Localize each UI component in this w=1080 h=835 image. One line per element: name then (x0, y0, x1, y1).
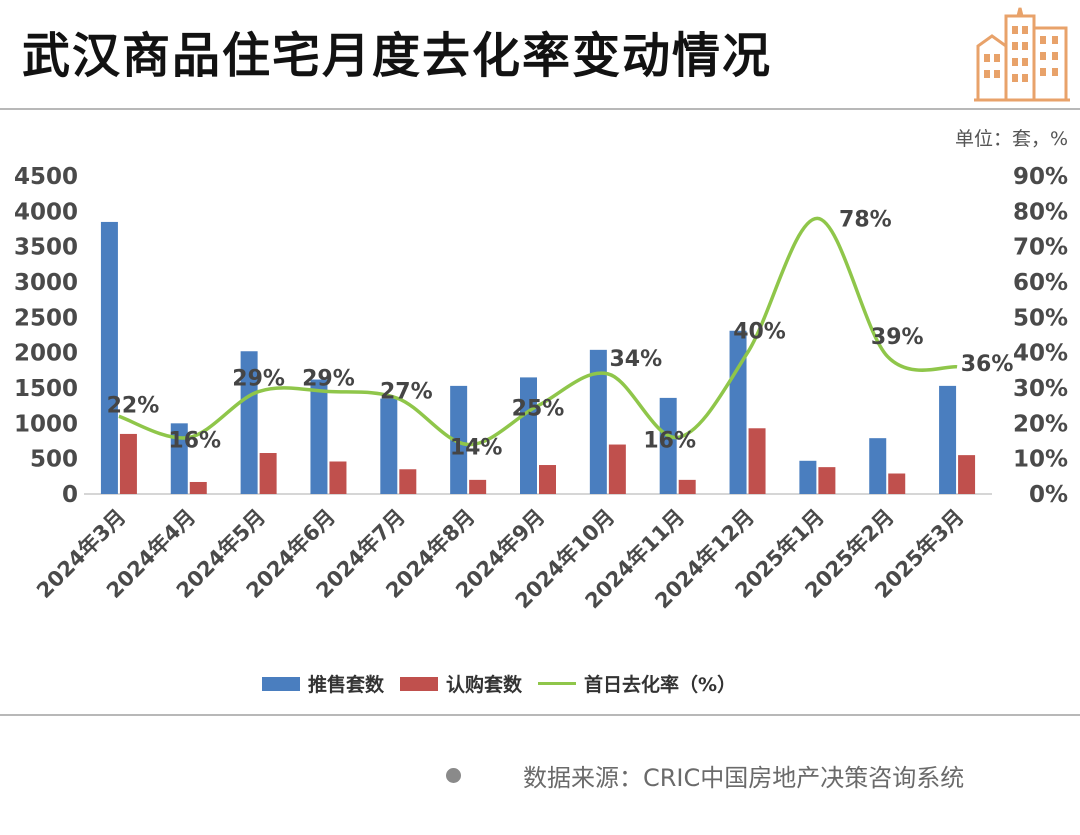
bar-launched (380, 398, 398, 494)
rate-data-label: 29% (232, 367, 285, 392)
bar-subscribed (329, 461, 347, 494)
y-left-tick-label: 3500 (14, 235, 78, 261)
rate-data-label: 29% (302, 367, 355, 392)
bar-subscribed (818, 467, 836, 494)
source-text: 数据来源：CRIC中国房地产决策咨询系统 (523, 764, 965, 792)
y-right-tick-label: 0% (1029, 482, 1068, 508)
bar-launched (170, 423, 188, 494)
y-right-tick-label: 10% (1013, 447, 1068, 473)
rate-data-label: 78% (839, 207, 892, 232)
y-right-tick-label: 20% (1013, 411, 1068, 437)
bar-launched (100, 221, 118, 494)
bar-subscribed (958, 455, 976, 494)
bar-launched (450, 385, 468, 494)
y-left-tick-label: 4500 (14, 164, 78, 190)
unit-label: 单位：套，% (954, 128, 1068, 150)
chart-legend: 推售套数 认购套数 首日去化率（%） (262, 670, 752, 697)
bar-subscribed (119, 433, 137, 494)
rate-data-label: 16% (168, 428, 221, 453)
bar-launched (939, 385, 957, 494)
rate-line (118, 216, 958, 447)
rate-data-label: 14% (450, 436, 503, 461)
bar-subscribed (399, 469, 417, 494)
bar-subscribed (259, 453, 277, 494)
legend-swatch-subscribed (400, 676, 439, 691)
y-left-tick-label: 500 (30, 447, 78, 473)
bar-subscribed (678, 479, 696, 494)
footer-divider (0, 714, 1080, 716)
y-right-tick-label: 90% (1013, 164, 1068, 190)
bar-subscribed (888, 473, 906, 494)
y-left-tick-label: 0 (62, 482, 78, 508)
bar-launched (310, 379, 328, 494)
rate-data-label: 22% (107, 393, 160, 418)
bar-subscribed (608, 444, 626, 494)
legend-swatch-rate (538, 682, 577, 685)
y-left-tick-label: 2500 (14, 305, 78, 331)
bar-subscribed (539, 465, 556, 494)
bar-launched (869, 438, 887, 494)
bar-launched (659, 397, 677, 494)
y-right-tick-label: 50% (1013, 305, 1068, 331)
y-left-tick-label: 2000 (14, 341, 78, 367)
bar-launched (240, 351, 258, 494)
y-left-tick-label: 3000 (14, 270, 78, 296)
legend-item-launched: 推售套数 (262, 670, 384, 697)
rate-data-label: 16% (643, 428, 696, 453)
rate-data-label: 39% (871, 325, 924, 350)
y-right-tick-label: 30% (1013, 376, 1068, 402)
y-left-tick-label: 1500 (14, 376, 78, 402)
bar-subscribed (748, 428, 766, 494)
y-left-tick-label: 4000 (14, 199, 78, 225)
y-right-tick-label: 60% (1013, 270, 1068, 296)
city-buildings-icon (974, 7, 1070, 102)
page-title: 武汉商品住宅月度去化率变动情况 (22, 28, 773, 84)
bar-subscribed (469, 479, 487, 494)
y-right-tick-label: 40% (1013, 341, 1068, 367)
bar-launched (799, 460, 817, 494)
legend-item-rate: 首日去化率（%） (538, 670, 736, 697)
legend-label-subscribed: 认购套数 (446, 674, 523, 696)
y-right-tick-label: 70% (1013, 235, 1068, 261)
y-right-tick-label: 80% (1013, 199, 1068, 225)
legend-label-rate: 首日去化率（%） (584, 674, 737, 696)
rate-data-label: 40% (733, 320, 786, 345)
legend-item-subscribed: 认购套数 (400, 670, 522, 697)
header-divider (0, 108, 1080, 110)
rate-data-label: 25% (512, 397, 565, 422)
rate-data-label: 34% (610, 347, 663, 372)
legend-label-launched: 推售套数 (308, 674, 385, 696)
bullet-dot-icon (446, 768, 461, 783)
bar-launched (589, 349, 607, 494)
legend-swatch-launched (262, 676, 300, 691)
bar-subscribed (189, 481, 207, 494)
y-left-tick-label: 1000 (14, 411, 78, 437)
rate-data-label: 36% (961, 352, 1014, 377)
source-note: 数据来源：CRIC中国房地产决策咨询系统 (446, 758, 964, 793)
rate-data-label: 27% (380, 380, 433, 405)
bar-launched (520, 377, 537, 494)
